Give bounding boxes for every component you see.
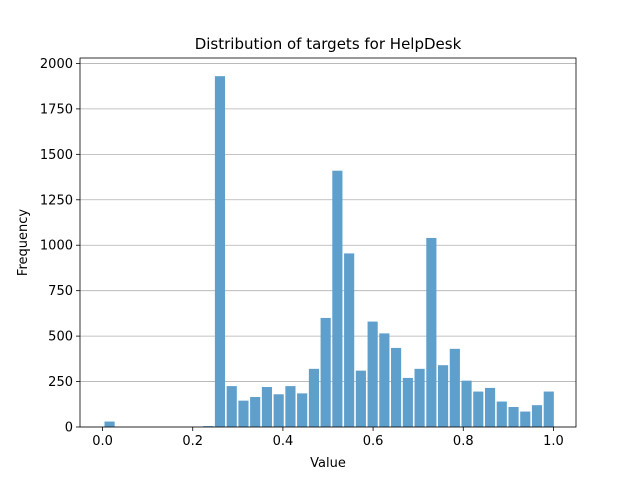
x-tick-label: 0.6 xyxy=(363,434,384,449)
histogram-bar xyxy=(214,76,226,427)
histogram-bar xyxy=(320,317,331,427)
y-tick-label: 1750 xyxy=(40,102,73,117)
tick-layer: 0 250 500 750 1000 1250 1500 1750 2000 0.0 0.2 0.4 0… xyxy=(40,57,564,449)
histogram-bar xyxy=(473,391,484,427)
histogram-bar xyxy=(531,405,543,427)
histogram-bar xyxy=(203,426,214,427)
y-axis-label: Frequency xyxy=(16,209,31,276)
y-tick-label: 750 xyxy=(48,284,73,299)
x-axis-label: Value xyxy=(310,456,346,471)
bar-layer xyxy=(104,76,554,427)
histogram-bar xyxy=(297,393,308,427)
histogram-bar xyxy=(520,411,531,427)
histogram-bar xyxy=(426,237,437,427)
x-tick-label: 0.8 xyxy=(453,434,474,449)
histogram-bar xyxy=(496,401,507,427)
histogram-bar xyxy=(273,394,284,427)
histogram-bar xyxy=(367,321,378,427)
histogram-bar xyxy=(104,421,115,427)
y-tick-label: 0 xyxy=(65,421,73,436)
x-tick-label: 1.0 xyxy=(543,434,564,449)
x-tick-label: 0.0 xyxy=(92,434,113,449)
histogram-bar xyxy=(484,387,496,427)
histogram-bar xyxy=(285,386,296,427)
y-tick-label: 500 xyxy=(48,330,73,345)
y-tick-label: 1500 xyxy=(40,148,73,163)
histogram-bar xyxy=(344,253,355,427)
histogram-bar xyxy=(414,368,425,427)
y-tick-label: 1000 xyxy=(40,239,73,254)
histogram-bar xyxy=(379,333,390,427)
x-tick-label: 0.4 xyxy=(273,434,294,449)
histogram-bar xyxy=(543,391,554,427)
histogram-bar xyxy=(261,387,273,427)
x-tick-label: 0.2 xyxy=(182,434,203,449)
histogram-bar xyxy=(355,370,366,427)
histogram-bar xyxy=(332,170,343,427)
histogram-bar xyxy=(437,365,449,427)
histogram-bar xyxy=(402,377,413,427)
histogram-bar xyxy=(226,386,237,427)
axes-frame xyxy=(79,57,577,428)
y-tick-label: 2000 xyxy=(40,57,73,72)
chart-title: Distribution of targets for HelpDesk xyxy=(195,35,462,53)
y-tick-label: 1250 xyxy=(40,193,73,208)
histogram-bar xyxy=(308,368,320,427)
y-tick-label: 250 xyxy=(48,375,73,390)
histogram-bar xyxy=(391,347,402,427)
histogram-bar xyxy=(250,397,261,427)
histogram-bar xyxy=(449,348,460,427)
histogram-bar xyxy=(461,380,472,427)
histogram-bar xyxy=(238,400,249,427)
histogram-bar xyxy=(508,407,519,427)
